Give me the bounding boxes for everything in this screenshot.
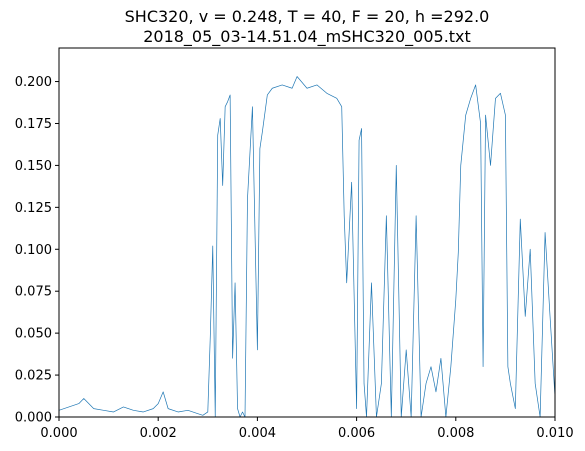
x-tick-label: 0.006 <box>338 426 375 441</box>
x-tick-label: 0.004 <box>239 426 276 441</box>
chart-title: SHC320, v = 0.248, T = 40, F = 20, h =29… <box>125 7 490 26</box>
y-axis: 0.000 0.025 0.050 0.075 0.100 0.125 0.150 0.175… <box>15 75 59 426</box>
x-tick-label: 0.008 <box>437 426 474 441</box>
y-tick-label: 0.175 <box>15 117 52 132</box>
series-line-0 <box>58 76 556 418</box>
y-tick-label: 0.075 <box>15 285 52 300</box>
y-tick-label: 0.125 <box>15 201 52 216</box>
y-tick-label: 0.200 <box>15 75 52 90</box>
y-tick-label: 0.050 <box>15 327 52 342</box>
x-tick-label: 0.002 <box>140 426 177 441</box>
axes-frame <box>58 47 556 418</box>
plot-area <box>58 76 556 418</box>
y-tick-label: 0.150 <box>15 159 52 174</box>
x-tick-label: 0.000 <box>40 426 77 441</box>
y-tick-label: 0.100 <box>15 243 52 258</box>
chart-subtitle: 2018_05_03-14.51.04_mSHC320_005.txt <box>143 27 471 47</box>
y-tick-label: 0.000 <box>15 411 52 426</box>
y-tick-label: 0.025 <box>15 369 52 384</box>
x-axis: 0.000 0.002 0.004 0.006 0.008 0.010 <box>40 417 574 441</box>
x-tick-label: 0.010 <box>536 426 573 441</box>
